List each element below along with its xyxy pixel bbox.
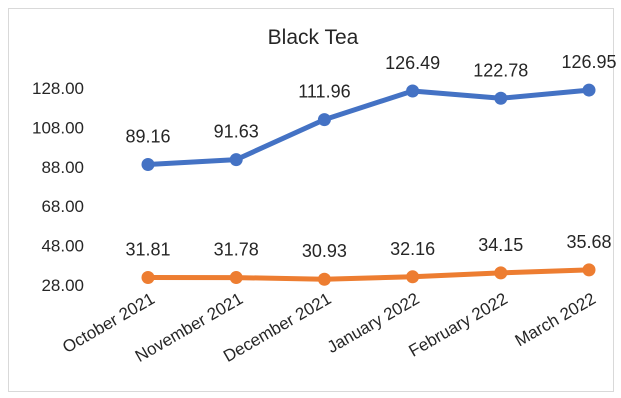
chart-title: Black Tea	[268, 26, 359, 49]
data-point	[406, 270, 420, 284]
data-label: 126.95	[561, 52, 616, 72]
data-point	[494, 266, 508, 280]
data-label: 126.49	[385, 53, 440, 73]
y-tick-label: 28.00	[41, 276, 84, 295]
chart-frame	[8, 8, 614, 392]
data-point	[229, 271, 243, 285]
data-label: 122.78	[473, 60, 528, 80]
data-label: 89.16	[125, 127, 170, 147]
data-label: 32.16	[390, 239, 435, 259]
series-line	[145, 87, 592, 167]
y-tick-label: 68.00	[41, 197, 84, 216]
data-point	[494, 91, 508, 105]
y-axis-ticks: 28.00 48.00 68.00 88.00 108.00 128.00	[32, 79, 84, 295]
y-tick-label: 48.00	[41, 237, 84, 256]
data-label: 35.68	[566, 232, 611, 252]
data-label: 31.81	[125, 239, 170, 259]
data-point	[582, 83, 596, 97]
data-point	[317, 113, 331, 127]
data-label: 30.93	[302, 241, 347, 261]
data-point	[582, 263, 596, 277]
data-point	[141, 158, 155, 172]
x-tick-label: February 2022	[406, 289, 511, 361]
y-tick-label: 108.00	[32, 118, 84, 137]
data-point	[141, 270, 155, 284]
data-label: 91.63	[214, 122, 259, 142]
data-point	[317, 272, 331, 286]
y-tick-label: 128.00	[32, 79, 84, 98]
data-label: 111.96	[298, 82, 350, 102]
y-tick-label: 88.00	[41, 158, 84, 177]
series-line	[145, 267, 592, 282]
series-layer: 89.16 91.63 111.96 126.49 122.78 126.95 31.81 3…	[125, 52, 617, 286]
data-label: 31.78	[214, 240, 259, 260]
data-point	[229, 153, 243, 167]
x-tick-label: March 2022	[512, 289, 599, 350]
data-label: 34.15	[478, 235, 523, 255]
data-point	[406, 84, 420, 98]
